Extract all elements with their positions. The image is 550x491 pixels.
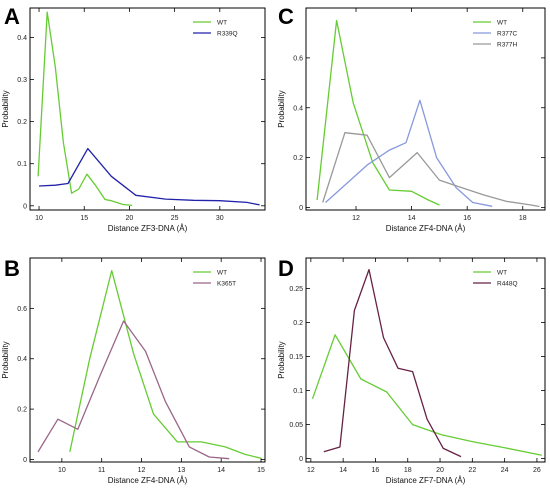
panel-letter: D	[278, 256, 294, 281]
series-line-r448q	[323, 268, 462, 458]
x-axis-title: Distance ZF4-DNA (Å)	[386, 224, 466, 233]
y-tick-label: 0.1	[293, 388, 303, 395]
y-tick-label: 0.2	[293, 320, 303, 327]
series-line-wt	[37, 11, 133, 207]
y-tick-label: 0.6	[17, 306, 27, 313]
chart-panel-a: A 10 15 20 25 30 0 0.1 0.2 0.3 0.4 Distance ZF3-DNA…	[1, 4, 266, 233]
panel-letter: A	[4, 4, 20, 29]
plot-frame	[305, 7, 546, 211]
y-tick-label: 0.2	[17, 407, 27, 414]
legend-label: WT	[217, 19, 227, 26]
x-axis-title: Distance ZF3-DNA (Å)	[108, 224, 188, 233]
legend-label: R339Q	[217, 30, 238, 37]
x-tick-label: 12	[138, 467, 146, 474]
panel-letter: C	[278, 4, 294, 29]
series-line-wt	[311, 334, 542, 456]
x-axis-title: Distance ZF7-DNA (Å)	[386, 476, 466, 485]
y-tick-label: 0	[299, 205, 303, 212]
x-tick-label: 12	[352, 215, 360, 222]
x-tick-label: 10	[35, 215, 43, 222]
y-axis-title: Probability	[277, 341, 286, 378]
x-tick-label: 20	[436, 467, 444, 474]
x-tick-label: 26	[533, 467, 541, 474]
legend-label: R377C	[497, 30, 518, 37]
y-tick-label: 0.1	[17, 161, 27, 168]
y-tick-label: 0.2	[17, 119, 27, 126]
y-axis-title: Probability	[1, 90, 10, 127]
x-tick-label: 11	[98, 467, 105, 474]
y-tick-label: 0.15	[289, 354, 303, 361]
x-tick-label: 25	[171, 215, 179, 222]
legend-label: K365T	[217, 280, 236, 287]
series-line-r377h	[322, 132, 540, 208]
x-tick-label: 30	[216, 215, 224, 222]
x-tick-label: 15	[80, 215, 88, 222]
y-tick-label: 0.4	[17, 356, 27, 363]
x-tick-label: 14	[408, 215, 416, 222]
chart-panel-b: B 10 11 12 13 14 15 0 0.2 0.4 0.6 Distance ZF4-DNA …	[1, 256, 266, 485]
x-axis-title: Distance ZF4-DNA (Å)	[108, 476, 188, 485]
plot-frame	[29, 257, 266, 463]
y-tick-label: 0.2	[293, 155, 303, 162]
x-tick-label: 18	[519, 215, 527, 222]
legend-label: WT	[497, 19, 507, 26]
legend-label: R377H	[497, 41, 518, 48]
x-tick-label: 13	[177, 467, 185, 474]
x-tick-label: 18	[404, 467, 412, 474]
y-axis-title: Probability	[277, 90, 286, 127]
x-tick-label: 20	[126, 215, 134, 222]
y-tick-label: 0.3	[17, 77, 27, 84]
y-tick-label: 0	[23, 457, 27, 464]
plot-frame	[29, 7, 266, 211]
y-tick-label: 0	[23, 203, 27, 210]
series-line-r377c	[325, 99, 493, 207]
series-line-k365t	[37, 320, 230, 460]
series-line-wt	[316, 19, 440, 206]
series-line-wt	[69, 269, 262, 459]
x-tick-label: 22	[468, 467, 476, 474]
y-tick-label: 0	[299, 456, 303, 463]
x-tick-label: 14	[217, 467, 225, 474]
legend-label: WT	[217, 269, 227, 276]
x-tick-label: 12	[307, 467, 315, 474]
y-tick-label: 0.4	[293, 105, 303, 112]
chart-panel-d: D 12 14 16 18 20 22 24 26 0 0.05 0.1 0.15 0.2 0.25 Dist…	[277, 256, 546, 485]
x-tick-label: 16	[463, 215, 471, 222]
x-tick-label: 24	[501, 467, 509, 474]
y-tick-label: 0.6	[293, 55, 303, 62]
chart-panel-c: C 12 14 16 18 0 0.2 0.4 0.6 Distance ZF4-DNA (Å) P…	[277, 4, 546, 233]
y-axis-title: Probability	[1, 341, 10, 378]
x-tick-label: 16	[372, 467, 380, 474]
legend-label: R448Q	[497, 280, 518, 287]
x-tick-label: 15	[257, 467, 265, 474]
y-tick-label: 0.4	[17, 35, 27, 42]
legend-label: WT	[497, 269, 507, 276]
plot-frame	[305, 257, 546, 463]
x-tick-label: 14	[339, 467, 347, 474]
y-tick-label: 0.05	[289, 422, 303, 429]
panel-letter: B	[4, 256, 20, 281]
y-tick-label: 0.25	[289, 286, 303, 293]
x-tick-label: 10	[58, 467, 66, 474]
series-line-r339q	[38, 147, 260, 206]
